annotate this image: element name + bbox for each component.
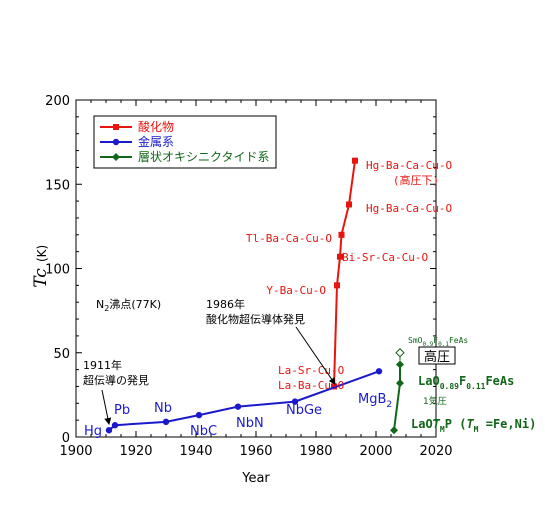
legend-label: 金属系 [138,134,174,149]
discovery-1986-line1: 1986年 [206,297,245,311]
oxide-label: Bi-Sr-Ca-Cu-O [342,251,428,264]
la-tm-label: LaOTMP (TM =Fe,Ni) [411,417,536,434]
legend-label: 酸化物 [138,119,174,134]
series-layer [105,157,405,435]
discovery-1986-line2: 酸化物超伝導体発見 [206,312,305,326]
data-point [352,157,358,164]
y-tick-label: 50 [53,347,70,362]
legend-label: 層状オキシニクタイド系 [138,150,270,164]
svg-text:Tc: Tc [31,268,51,288]
point-labels: La-Sr-Cu-O La-Ba-Cu-O Y-Ba-Cu-O Bi-Sr-Ca-Cu… [84,159,452,439]
x-axis-label: Year [241,471,270,486]
data-point [338,231,345,238]
oxide-label: La-Sr-Cu-O [278,364,344,377]
data-point [331,383,337,390]
x-tick-label: 1960 [239,444,272,459]
oxide-label: Hg-Ba-Ca-Cu-O [366,202,452,215]
metal-label: NbN [236,416,264,431]
y-tick-label: 150 [45,178,70,193]
data-point [111,422,119,429]
x-tick-label: 1920 [119,444,152,459]
series-line [333,160,356,387]
metal-label: Pb [114,403,130,418]
metal-label: Hg [84,424,102,439]
series-0 [331,157,358,390]
x-tick-labels: 1900 1920 1940 1960 1980 2000 2020 [59,444,452,459]
metal-label: MgB2 [358,392,392,410]
series-1 [105,368,383,434]
oxide-label: (高圧下) [393,173,439,187]
pressure-1atm: 1気圧 [423,395,447,407]
series-2 [390,348,405,435]
data-point [291,398,299,405]
data-point [334,282,340,289]
x-tick-label: 2020 [419,444,452,459]
data-point [346,201,352,208]
metal-label: Nb [154,401,172,416]
y-axis-label: Tc (K) [31,245,51,288]
oxide-label: La-Ba-Cu-O [278,379,344,392]
data-point [162,418,170,426]
svg-text:(K): (K) [35,245,49,262]
oxide-label: Hg-Ba-Ca-Cu-O [366,159,452,172]
n2-annotation: N2沸点(77K) [96,298,161,313]
y-tick-label: 200 [45,94,70,109]
metal-label: NbGe [286,403,322,418]
axis-ticks [75,99,437,438]
x-tick-label: 1940 [179,444,212,459]
x-tick-label: 1980 [299,444,332,459]
data-point [195,411,203,419]
legend-marker [112,153,120,161]
data-point [105,427,113,434]
discovery-1911-line1: 1911年 [83,358,122,372]
x-tick-label: 1900 [59,444,92,459]
metal-label: NbC [190,424,217,439]
sm-label: SmO0.9F0.1FeAs [408,336,468,348]
x-tick-label: 2000 [359,444,392,459]
y-tick-label: 100 [45,263,70,278]
y-tick-labels: 0 50 100 150 200 [45,94,70,446]
data-point [390,426,398,435]
discovery-1911-arrow [101,389,112,425]
data-point [396,360,404,369]
discovery-1986-arrow [295,326,336,385]
pressure-box [418,346,456,365]
y-tick-label: 0 [62,431,70,446]
data-point [396,379,404,388]
la-of-label: LaO0.89F0.11FeAs [418,374,514,391]
pressure-box-label: 高圧 [424,349,450,365]
data-point [337,253,343,260]
data-point [375,368,383,375]
discovery-1911-line2: 超伝導の発見 [83,373,149,387]
oxide-label: Y-Ba-Cu-O [266,284,326,297]
oxide-label: Tl-Ba-Ca-Cu-O [246,232,332,245]
legend-marker [113,124,119,130]
data-point [234,403,242,410]
legend-marker [112,138,120,146]
